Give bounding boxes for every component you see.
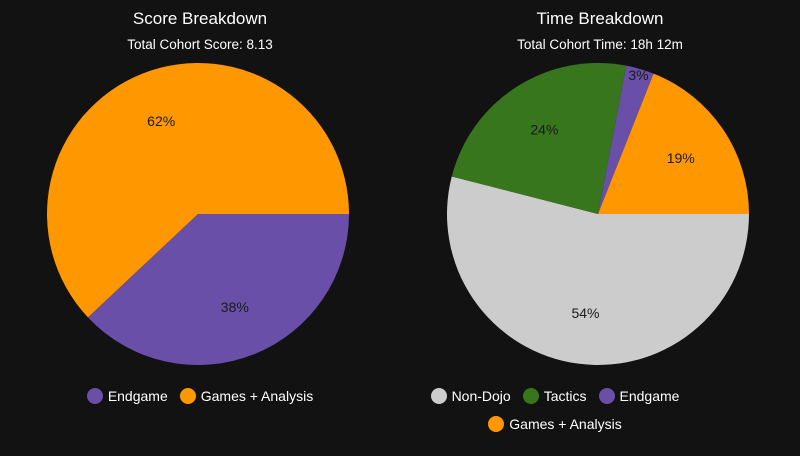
legend-swatch-icon bbox=[522, 388, 539, 404]
score-slice-games-analysis[interactable] bbox=[46, 63, 350, 318]
chart-title: Score Breakdown bbox=[132, 9, 268, 28]
time-slice-endgame[interactable] bbox=[598, 65, 654, 214]
time-breakdown-chart: Time Breakdown Total Cohort Time: 18h 12… bbox=[400, 0, 800, 456]
time-legend-item[interactable]: Games + Analysis bbox=[488, 414, 622, 434]
legend-label: Tactics bbox=[543, 388, 587, 404]
score-slice-label: 38% bbox=[221, 299, 249, 315]
score-pie: 38% 62% bbox=[46, 63, 350, 366]
time-slice-label: 3% bbox=[628, 67, 648, 83]
time-legend-item[interactable]: Tactics bbox=[522, 386, 587, 406]
legend-swatch-icon bbox=[86, 388, 103, 404]
score-legend-item[interactable]: Endgame bbox=[86, 386, 168, 406]
chart-subtitle: Total Cohort Time: 18h 12m bbox=[517, 37, 683, 52]
time-slice-games-analysis[interactable] bbox=[598, 73, 749, 214]
time-pie: 54% 24% 3% 19% bbox=[447, 63, 749, 365]
time-slice-label: 54% bbox=[571, 305, 599, 321]
legend-label: Games + Analysis bbox=[509, 416, 622, 432]
legend-label: Endgame bbox=[107, 388, 168, 404]
time-slice-label: 24% bbox=[530, 122, 558, 138]
time-legend-item[interactable]: Endgame bbox=[598, 386, 680, 406]
score-legend-item[interactable]: Games + Analysis bbox=[179, 386, 314, 406]
legend-swatch-icon bbox=[179, 388, 196, 404]
score-slice-label: 62% bbox=[147, 113, 175, 129]
time-slice-label: 19% bbox=[667, 150, 695, 166]
chart-subtitle: Total Cohort Score: 8.13 bbox=[127, 37, 273, 52]
legend-label: Non-Dojo bbox=[451, 388, 511, 404]
score-breakdown-chart: Score Breakdown Total Cohort Score: 8.13… bbox=[0, 9, 400, 406]
legend-swatch-icon bbox=[430, 388, 447, 404]
score-legend: Endgame Games + Analysis bbox=[0, 386, 400, 406]
time-slice-non-dojo[interactable] bbox=[447, 176, 749, 365]
chart-title: Time Breakdown bbox=[536, 9, 664, 28]
time-legend: Non-Dojo Tactics Endgame Games + Analysis bbox=[420, 386, 690, 434]
legend-swatch-icon bbox=[488, 416, 505, 432]
score-slice-endgame[interactable] bbox=[87, 214, 350, 366]
time-legend-item[interactable]: Non-Dojo bbox=[430, 386, 511, 406]
legend-swatch-icon bbox=[598, 388, 615, 404]
legend-label: Games + Analysis bbox=[200, 388, 314, 404]
time-slice-tactics[interactable] bbox=[451, 63, 627, 214]
legend-label: Endgame bbox=[619, 388, 680, 404]
